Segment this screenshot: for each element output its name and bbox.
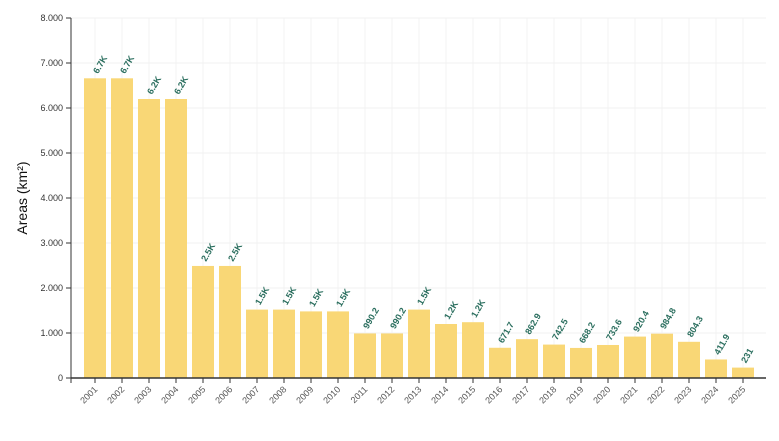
bar-2025: [732, 367, 754, 378]
x-tick-label: 2025: [726, 384, 747, 405]
bar-2023: [678, 341, 700, 378]
data-label: 733.6: [604, 317, 624, 342]
bar-2017: [516, 339, 538, 378]
x-tick-label: 2001: [78, 384, 99, 405]
x-tick-label: 2022: [645, 384, 666, 405]
data-label: 6.2K: [172, 74, 190, 96]
bar-2020: [597, 344, 619, 378]
y-tick-label: 8.000: [40, 13, 63, 23]
bar-2001: [84, 78, 106, 379]
data-label: 2.5K: [226, 241, 244, 263]
y-tick-label: 7.000: [40, 58, 63, 68]
bar-2005: [192, 265, 214, 378]
bar-2014: [435, 324, 457, 378]
data-label: 411.9: [712, 332, 732, 356]
bar-2002: [111, 78, 133, 379]
y-tick-label: 3.000: [40, 238, 63, 248]
data-label: 6.7K: [118, 53, 136, 75]
x-tick-label: 2023: [672, 384, 693, 405]
data-label: 804.3: [685, 314, 705, 339]
x-tick-label: 2010: [321, 384, 342, 405]
x-tick-label: 2017: [510, 384, 531, 405]
x-tick-label: 2021: [618, 384, 639, 405]
data-label: 1.2K: [442, 299, 460, 321]
y-tick-label: 6.000: [40, 103, 63, 113]
x-tick-label: 2024: [699, 384, 720, 405]
data-label: 231: [739, 347, 755, 365]
x-tick-label: 2002: [105, 384, 126, 405]
bar-2021: [624, 336, 646, 378]
y-axis-label: Areas (km²): [14, 161, 30, 234]
y-tick-label: 0: [58, 373, 63, 383]
y-tick-label: 1.000: [40, 328, 63, 338]
x-tick-label: 2011: [349, 384, 370, 405]
bar-2015: [462, 322, 484, 378]
bar-2016: [489, 347, 511, 378]
y-tick-label: 2.000: [40, 283, 63, 293]
data-label: 1.5K: [334, 287, 352, 309]
data-label: 862.9: [523, 312, 543, 337]
x-tick-label: 2013: [402, 384, 423, 405]
x-tick-label: 2012: [375, 384, 396, 405]
x-tick-label: 2004: [159, 384, 180, 405]
x-tick-label: 2009: [294, 384, 315, 405]
x-tick-label: 2007: [240, 384, 261, 405]
x-tick-label: 2003: [132, 384, 153, 405]
x-tick-label: 2006: [213, 384, 234, 405]
data-label: 6.7K: [91, 53, 109, 75]
bar-2013: [408, 309, 430, 378]
x-tick-label: 2014: [429, 384, 450, 405]
x-tick-label: 2019: [564, 384, 585, 405]
bar-2012: [381, 333, 403, 378]
bar-2009: [300, 311, 322, 378]
x-tick-label: 2016: [483, 384, 504, 405]
bar-2008: [273, 309, 295, 378]
x-tick-label: 2005: [186, 384, 207, 405]
bar-2007: [246, 309, 268, 378]
bar-2019: [570, 347, 592, 378]
bar-2010: [327, 311, 349, 378]
y-tick-label: 4.000: [40, 193, 63, 203]
bar-2011: [354, 333, 376, 378]
y-tick-label: 5.000: [40, 148, 63, 158]
x-tick-label: 2008: [267, 384, 288, 405]
data-label: 742.5: [550, 317, 570, 342]
data-label: 920.4: [631, 309, 651, 334]
data-label: 984.8: [658, 306, 678, 331]
x-tick-label: 2018: [537, 384, 558, 405]
bar-2004: [165, 99, 187, 378]
data-label: 990.2: [361, 306, 381, 331]
data-label: 2.5K: [199, 241, 217, 263]
data-label: 1.5K: [307, 287, 325, 309]
data-label: 990.2: [388, 306, 408, 331]
x-tick-label: 2020: [591, 384, 612, 405]
data-label: 6.2K: [145, 74, 163, 96]
bar-2018: [543, 344, 565, 378]
bar-2006: [219, 265, 241, 378]
bar-2022: [651, 333, 673, 378]
data-label: 1.2K: [469, 297, 487, 319]
bar-2003: [138, 99, 160, 378]
bar-2024: [705, 359, 727, 378]
bars: [84, 78, 754, 379]
x-tick-label: 2015: [456, 384, 477, 405]
